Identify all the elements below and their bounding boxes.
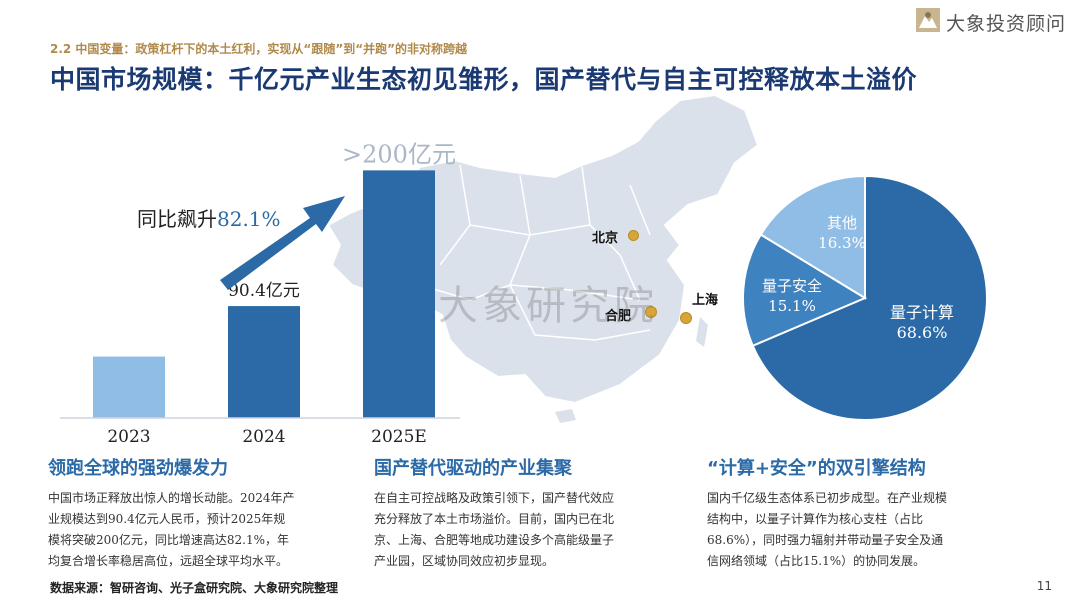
map-pin — [645, 306, 657, 318]
pie-slice — [742, 233, 868, 348]
column-title: 国产替代驱动的产业集聚 — [374, 458, 572, 479]
body-line: 业规模达到90.4亿元人民币，预计2025年规 — [48, 512, 286, 526]
city-marker-beijing: 北京 — [592, 227, 618, 246]
body-line: 产业园，区域协同效应初步显现。 — [374, 554, 555, 568]
body-line: 信网络领域（占比15.1%）的协同发展。 — [707, 554, 926, 568]
body-line: 充分释放了本土市场溢价。目前，国内已在北 — [374, 512, 615, 526]
growth-label: 同比飙升 — [137, 207, 217, 231]
x-tick-label: 2023 — [107, 427, 150, 447]
bar-chart: 2023 2024 90.4亿元 2025E >200亿元 — [60, 140, 460, 447]
column-title: 领跑全球的强劲爆发力 — [48, 458, 228, 479]
city-label: 上海 — [692, 293, 719, 308]
pie-label-name: 量子安全 — [761, 277, 822, 295]
city-label: 北京 — [592, 231, 619, 246]
pie-label-security: 量子安全 15.1% — [752, 276, 832, 316]
column-body: 中国市场正释放出惊人的增长动能。2024年产 业规模达到90.4亿元人民币，预计… — [48, 488, 358, 572]
pie-slice — [759, 174, 866, 300]
taiwan-island — [696, 317, 708, 347]
pie-label-other: 其他 16.3% — [812, 213, 872, 253]
body-line: 国内千亿级生态体系已初步成型。在产业规模 — [707, 491, 948, 505]
section-tag: 2.2 中国变量：政策杠杆下的本土红利，实现从“跟随”到“并跑”的非对称跨越 — [50, 42, 467, 56]
column-body: 在自主可控战略及政策引领下，国产替代效应 充分释放了本土市场溢价。目前，国内已在… — [374, 488, 684, 572]
column-dual-engine: “计算+安全”的双引擎结构 国内千亿级生态体系已初步成型。在产业规模 结构中，以… — [707, 454, 1027, 572]
bar-data-label: 90.4亿元 — [228, 281, 300, 301]
bar-data-label: >200亿元 — [342, 140, 456, 168]
brand-name: 大象投资顾问 — [945, 12, 1066, 35]
map-pin — [628, 230, 639, 241]
column-market-growth: 领跑全球的强劲爆发力 中国市场正释放出惊人的增长动能。2024年产 业规模达到9… — [48, 454, 358, 572]
body-line: 京、上海、合肥等地成功建设多个高能级量子 — [374, 533, 615, 547]
bar-2024 — [228, 306, 300, 418]
body-line: 68.6%），同时强力辐射并带动量子安全及通 — [707, 533, 944, 547]
body-line: 中国市场正释放出惊人的增长动能。2024年产 — [48, 491, 295, 505]
pie-label-name: 其他 — [826, 214, 857, 232]
body-line: 在自主可控战略及政策引领下，国产替代效应 — [374, 491, 615, 505]
column-body: 国内千亿级生态体系已初步成型。在产业规模 结构中，以量子计算作为核心支柱（占比 … — [707, 488, 1027, 572]
bar-2023 — [93, 356, 165, 418]
growth-value: 82.1% — [217, 207, 281, 231]
china-map — [326, 93, 760, 423]
pie-label-name: 量子计算 — [889, 303, 954, 322]
pie-label-value: 68.6% — [896, 323, 948, 342]
city-marker-shanghai: 上海 — [692, 289, 718, 308]
hainan-island — [555, 409, 576, 423]
bar-2025E — [363, 170, 435, 418]
body-line: 均复合增长率稳居高位，远超全球平均水平。 — [48, 554, 289, 568]
body-line: 结构中，以量子计算作为核心支柱（占比 — [707, 512, 924, 526]
pie-label-value: 15.1% — [768, 297, 816, 315]
column-title: “计算+安全”的双引擎结构 — [707, 458, 926, 479]
page-title: 中国市场规模：千亿元产业生态初见雏形，国产替代与自主可控释放本土溢价 — [50, 65, 918, 94]
data-source: 数据来源：智研咨询、光子盒研究院、大象研究院整理 — [50, 581, 339, 595]
pie-slice — [751, 174, 988, 421]
growth-annotation: 同比飙升82.1% — [137, 203, 281, 232]
growth-arrow — [220, 196, 345, 290]
elephant-logo-icon — [915, 8, 940, 36]
x-tick-label: 2025E — [371, 427, 427, 447]
pie-label-value: 16.3% — [818, 234, 866, 252]
body-line: 模将突破200亿元，同比增速高达82.1%，年 — [48, 533, 290, 547]
column-industry-cluster: 国产替代驱动的产业集聚 在自主可控战略及政策引领下，国产替代效应 充分释放了本土… — [374, 454, 684, 572]
china-mainland — [326, 93, 760, 405]
x-tick-label: 2024 — [242, 427, 285, 447]
city-marker-hefei: 合肥 — [605, 305, 631, 324]
watermark-text: 大象研究院 — [438, 283, 658, 329]
pie-chart — [742, 174, 988, 421]
pie-label-computing: 量子计算 68.6% — [872, 303, 972, 343]
page-number: 11 — [1036, 579, 1052, 593]
city-label: 合肥 — [605, 309, 632, 324]
map-pin — [680, 312, 692, 324]
brand-logo: 大象投资顾问 — [915, 8, 1066, 36]
province-lines — [419, 164, 651, 341]
